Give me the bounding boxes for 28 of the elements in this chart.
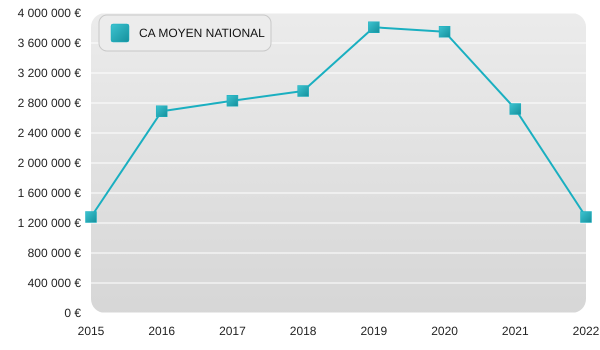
point bbox=[156, 106, 168, 117]
y-tick-label: 1 600 000 € bbox=[18, 186, 82, 200]
x-tick-label: 2020 bbox=[431, 324, 458, 338]
y-tick-label: 400 000 € bbox=[28, 276, 82, 290]
y-tick-label: 800 000 € bbox=[28, 246, 82, 260]
y-tick-label: 0 € bbox=[64, 306, 82, 320]
y-tick-label: 3 200 000 € bbox=[18, 66, 82, 80]
point bbox=[297, 85, 309, 97]
y-tick-label: 2 800 000 € bbox=[18, 96, 82, 110]
y-tick-label: 3 600 000 € bbox=[18, 36, 82, 50]
x-tick-label: 2018 bbox=[290, 324, 317, 338]
point bbox=[510, 103, 522, 115]
y-tick-label: 1 200 000 € bbox=[18, 216, 82, 230]
y-tick-label: 4 000 000 € bbox=[18, 6, 82, 20]
point bbox=[438, 26, 450, 38]
point bbox=[368, 22, 380, 33]
x-tick-label: 2019 bbox=[360, 324, 388, 338]
point bbox=[226, 95, 238, 106]
x-tick-label: 2016 bbox=[148, 324, 176, 338]
legend-label: CA MOYEN NATIONAL bbox=[139, 26, 266, 40]
x-tick-label: 2015 bbox=[78, 324, 105, 338]
x-tick-label: 2021 bbox=[502, 324, 529, 338]
x-tick-label: 2017 bbox=[219, 324, 246, 338]
y-tick-label: 2 400 000 € bbox=[18, 126, 82, 140]
x-tick-label: 2022 bbox=[572, 324, 600, 338]
point bbox=[580, 211, 592, 223]
point bbox=[85, 211, 97, 223]
y-tick-label: 2 000 000 € bbox=[18, 156, 82, 170]
